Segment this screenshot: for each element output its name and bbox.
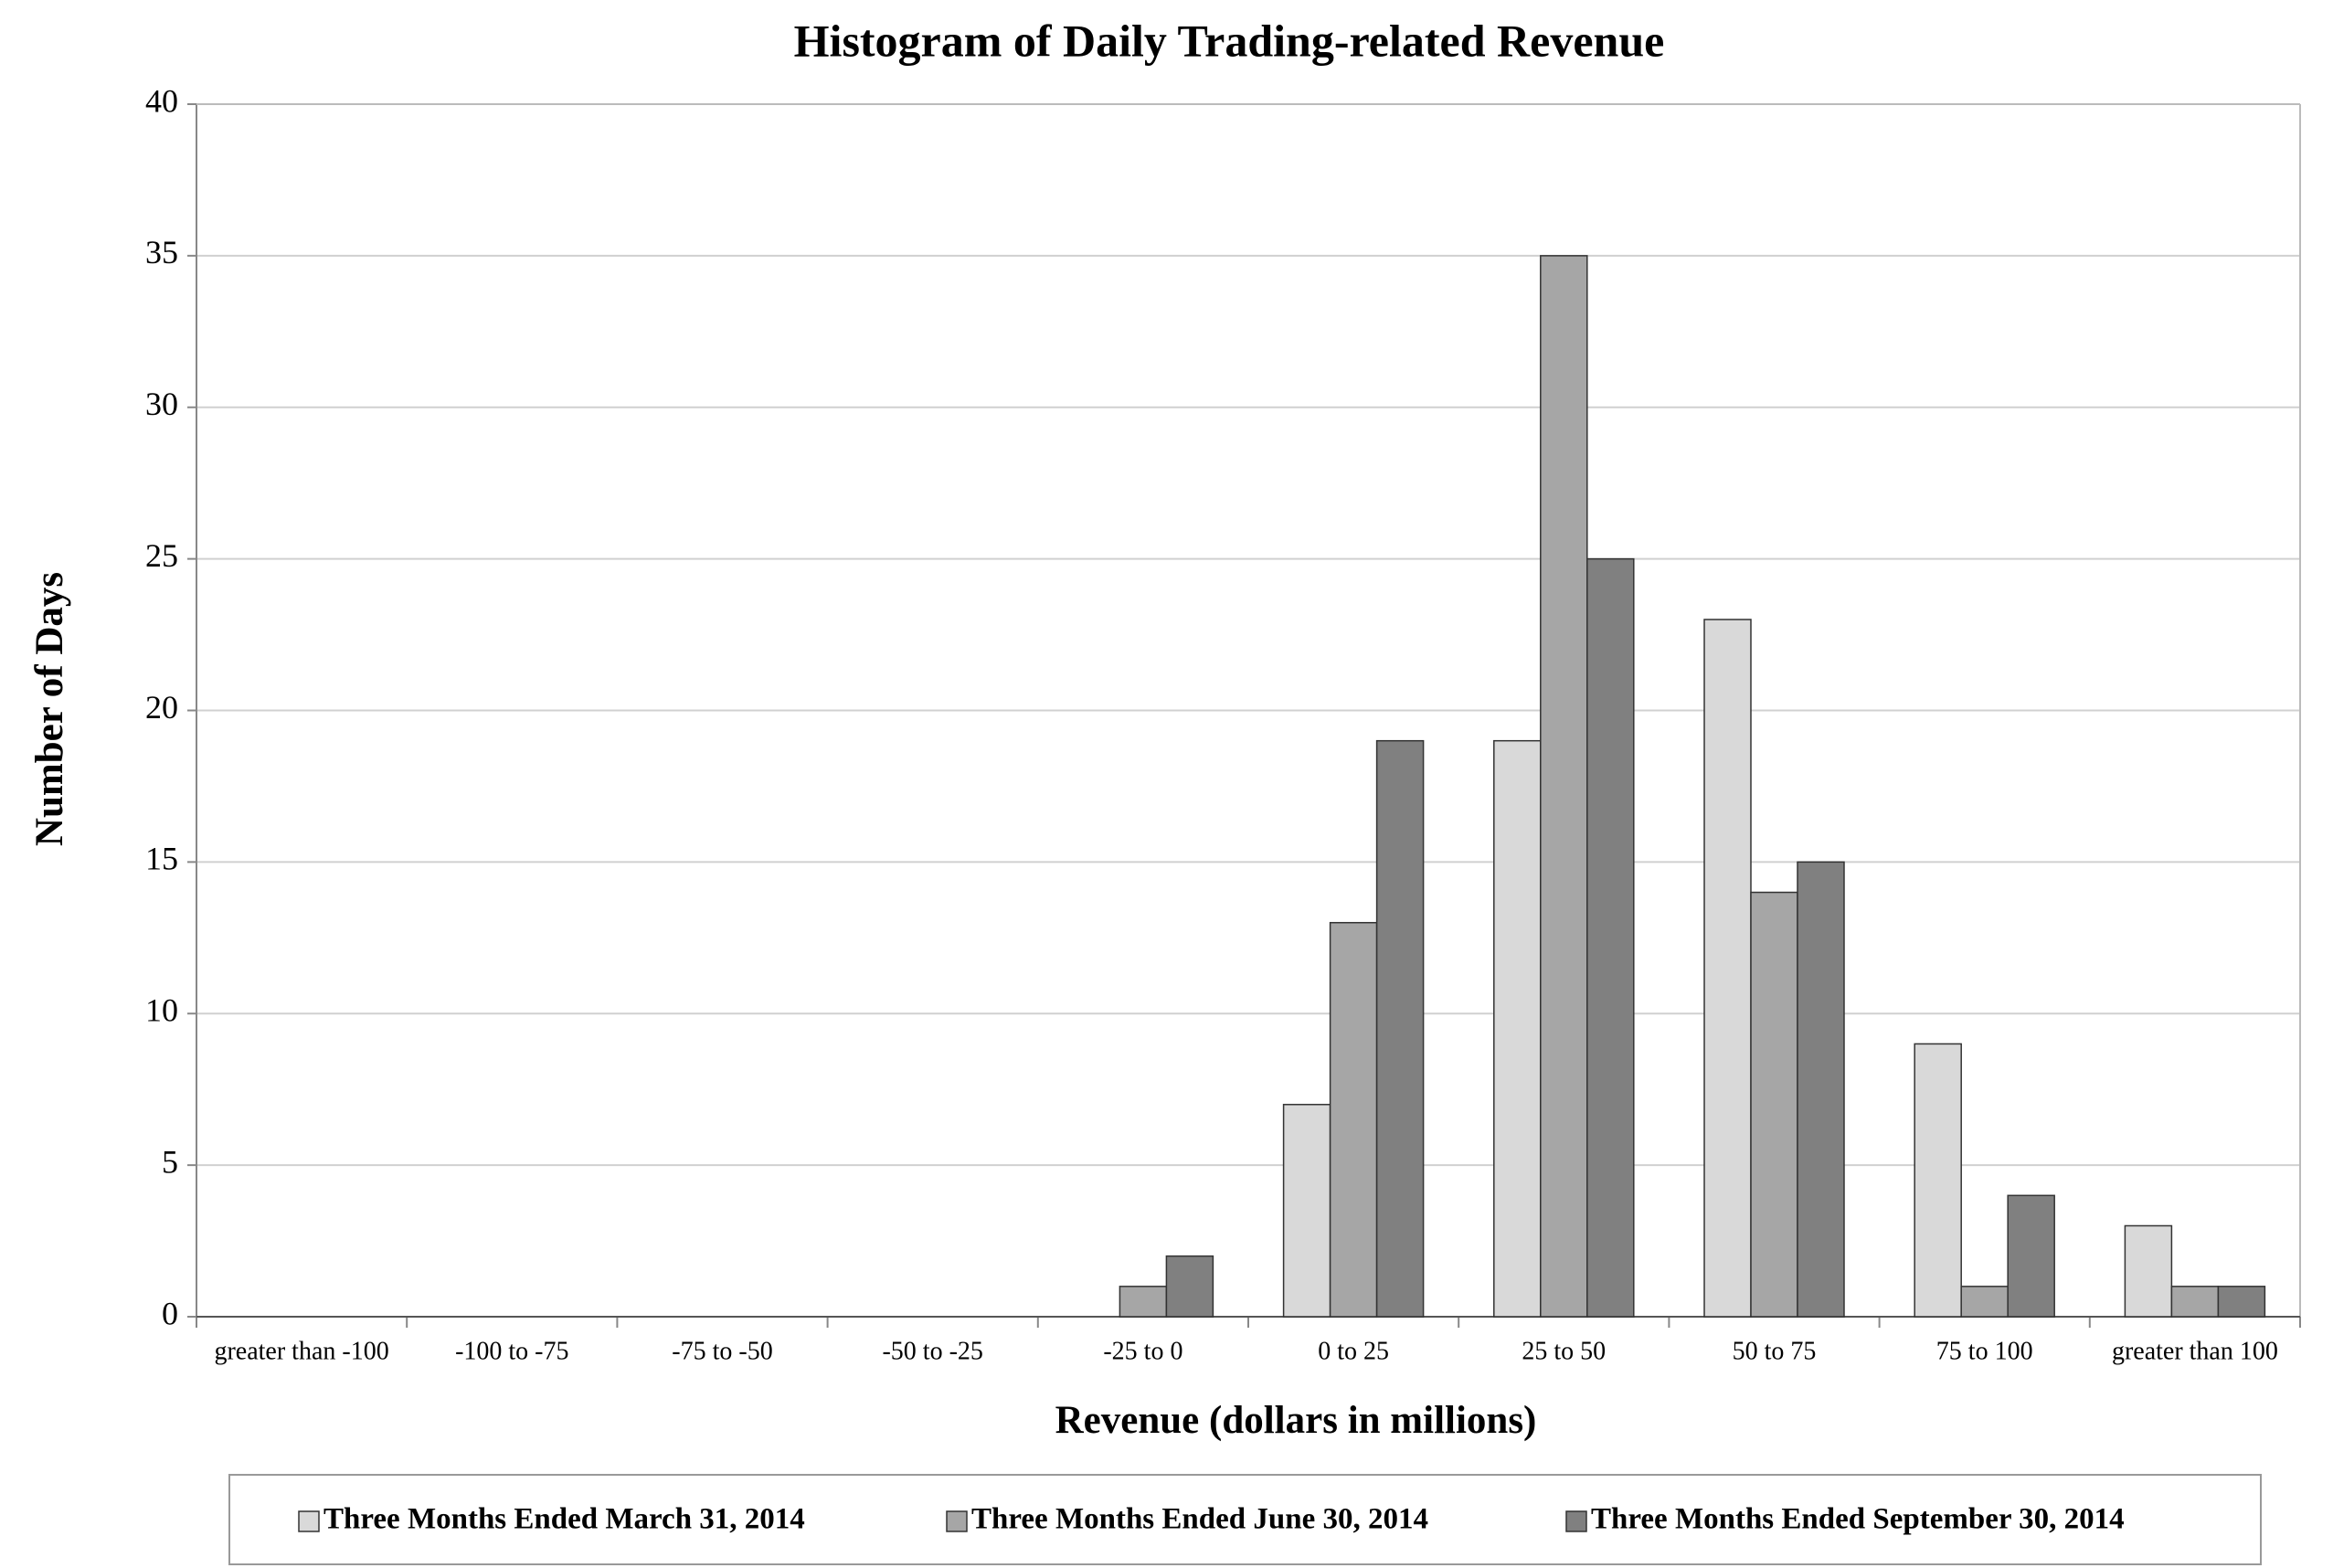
bar xyxy=(1797,861,1845,1318)
legend-label: Three Months Ended March 31, 2014 xyxy=(323,1503,805,1536)
bar xyxy=(1375,739,1425,1318)
x-tick-label: 75 to 100 xyxy=(1936,1337,2033,1365)
legend-swatch xyxy=(298,1510,320,1532)
y-tick-label: 5 xyxy=(162,1143,178,1180)
y-tick-label: 20 xyxy=(145,689,178,726)
x-tick-label: greater than -100 xyxy=(214,1337,388,1365)
bar xyxy=(1165,1255,1214,1318)
y-axis-title: Number of Days xyxy=(28,572,71,846)
legend-swatch xyxy=(1565,1510,1587,1532)
bar xyxy=(1750,891,1798,1318)
chart-title: Histogram of Daily Trading-related Reven… xyxy=(794,15,1665,66)
x-axis-title: Revenue (dollars in millions) xyxy=(1055,1399,1537,1442)
bar xyxy=(1493,739,1542,1318)
x-tick-label: -50 to -25 xyxy=(882,1337,982,1365)
bar xyxy=(1703,619,1752,1318)
x-tick-label: greater than 100 xyxy=(2112,1337,2278,1365)
bar xyxy=(1914,1043,1962,1318)
y-tick-label: 0 xyxy=(162,1295,178,1331)
x-tick-label: 50 to 75 xyxy=(1733,1337,1817,1365)
bar xyxy=(1119,1286,1168,1318)
x-tick-label: -25 to 0 xyxy=(1103,1337,1182,1365)
bar xyxy=(2217,1286,2266,1318)
bar xyxy=(1586,557,1635,1318)
x-tick-label: 25 to 50 xyxy=(1522,1337,1606,1365)
y-tick-label: 10 xyxy=(145,992,178,1029)
legend-box xyxy=(228,1474,2262,1565)
bar xyxy=(2007,1194,2055,1318)
bar xyxy=(1282,1104,1331,1318)
y-tick-label: 35 xyxy=(145,234,178,270)
y-tick-label: 30 xyxy=(145,386,178,422)
x-tick-label: -75 to -50 xyxy=(672,1337,772,1365)
bar xyxy=(2124,1224,2173,1318)
bar xyxy=(2170,1286,2220,1318)
y-tick-label: 15 xyxy=(145,841,178,877)
legend-label: Three Months Ended September 30, 2014 xyxy=(1591,1503,2125,1536)
x-tick-label: 0 to 25 xyxy=(1318,1337,1389,1365)
bar xyxy=(1540,255,1588,1318)
bar xyxy=(1329,921,1378,1318)
y-tick-label: 25 xyxy=(145,537,178,574)
legend-swatch xyxy=(946,1510,968,1532)
legend-label: Three Months Ended June 30, 2014 xyxy=(971,1503,1428,1536)
bar xyxy=(1960,1286,2009,1318)
x-tick-label: -100 to -75 xyxy=(455,1337,568,1365)
y-tick-label: 40 xyxy=(145,82,178,119)
